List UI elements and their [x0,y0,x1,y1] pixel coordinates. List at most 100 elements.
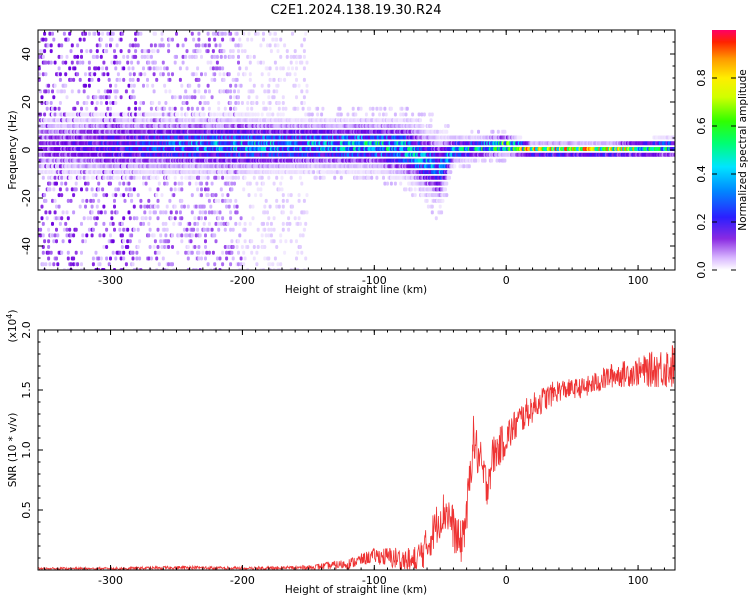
heatmap-cell [283,250,287,255]
heatmap-cell [248,181,252,186]
heatmap-cell [239,83,243,88]
heatmap-cell [255,101,259,105]
heatmap-cell [269,233,273,238]
heatmap-cell [60,43,64,48]
heatmap-cell [95,43,99,48]
heatmap-cell [300,101,304,105]
heatmap-cell [127,83,131,88]
heatmap-cell [399,181,403,186]
heatmap-cell [122,250,126,255]
heatmap-cell [169,187,173,192]
heatmap-cell [47,89,51,94]
heatmap-cell [238,221,242,226]
heatmap-cell [97,256,101,261]
heatmap-cell [95,204,99,209]
heatmap-cell [58,221,62,226]
heatmap-cell [156,175,160,180]
heatmap-cell [196,66,200,71]
heatmap-cell [64,72,68,77]
figure-title: C2E1.2024.138.19.30.R24 [270,3,441,18]
heatmap-cell [109,175,112,180]
heatmap-cell [146,77,149,82]
heatmap-cell [70,187,74,192]
heatmap-cell [109,181,112,186]
heatmap-cell [211,250,215,255]
heatmap-cell [49,101,53,105]
heatmap-cell [163,83,167,88]
heatmap-cell [434,216,438,221]
heatmap-cell [448,175,451,180]
heatmap-cell [131,43,135,48]
heatmap-cell [430,112,434,117]
heatmap-cell [167,245,171,249]
heatmap-cell [171,95,174,100]
heatmap-cell [425,198,429,203]
heatmap-cell [267,89,271,94]
heatmap-cell [156,106,160,111]
heatmap-cell [182,101,186,105]
heatmap-cell [69,175,73,180]
heatmap-cell [87,31,91,36]
heatmap-cell [85,106,89,111]
heatmap-cell [95,216,99,221]
heatmap-cell [161,221,165,226]
heatmap-cell [242,187,246,192]
heatmap-cell [229,262,233,267]
heatmap-cell [215,60,219,65]
heatmap-cell [160,31,164,36]
heatmap-cell [297,83,301,88]
heatmap-cell [119,193,123,198]
heatmap-cell [91,193,95,198]
heatmap-cell [149,112,153,117]
heatmap-cell [177,233,181,238]
heatmap-cell [438,204,442,209]
heatmap-cell [165,181,169,186]
heatmap-cell [298,221,302,226]
heatmap-cell [41,37,45,42]
heatmap-cell [209,60,213,65]
heatmap-cell [202,204,206,209]
heatmap-cell [285,72,289,77]
heatmap-cell [266,43,269,48]
heatmap-cell [182,95,186,100]
heatmap-cell [48,210,52,215]
heatmap-cell [153,60,157,65]
heatmap-cell [47,250,51,255]
heatmap-cell [90,187,94,192]
heatmap-cell [65,210,69,215]
heatmap-cell [248,204,252,209]
heatmap-cell [287,193,291,198]
heatmap-cell [204,175,207,180]
heatmap-cell [44,210,48,215]
heatmap-cell [226,89,230,94]
heatmap-cell [134,54,138,59]
heatmap-cell [182,204,186,209]
heatmap-cell [175,31,178,36]
heatmap-cell [256,112,260,117]
heatmap-cell [86,95,90,100]
heatmap-cell [302,227,306,232]
heatmap-cell [272,227,276,232]
heatmap-cell [155,112,159,117]
heatmap-cell [130,198,134,203]
heatmap-cell [269,49,273,54]
heatmap-cell [197,31,201,36]
heatmap-cell [51,233,54,238]
heatmap-cell [143,210,147,215]
heatmap-cell [301,106,305,111]
heatmap-cell [165,227,169,232]
heatmap-cell [177,181,181,186]
heatmap-cell [237,60,240,65]
heatmap-cell [308,106,312,111]
heatmap-cell [260,83,264,88]
heatmap-cell [271,262,275,267]
heatmap-cell [40,216,44,221]
heatmap-cell [66,216,70,221]
heatmap-cell [109,101,112,105]
heatmap-cell [47,175,51,180]
heatmap-cell [44,72,48,77]
heatmap-cell [281,227,285,232]
heatmap-cell [163,106,167,111]
heatmap-cell [219,221,223,226]
heatmap-cell [223,106,227,111]
